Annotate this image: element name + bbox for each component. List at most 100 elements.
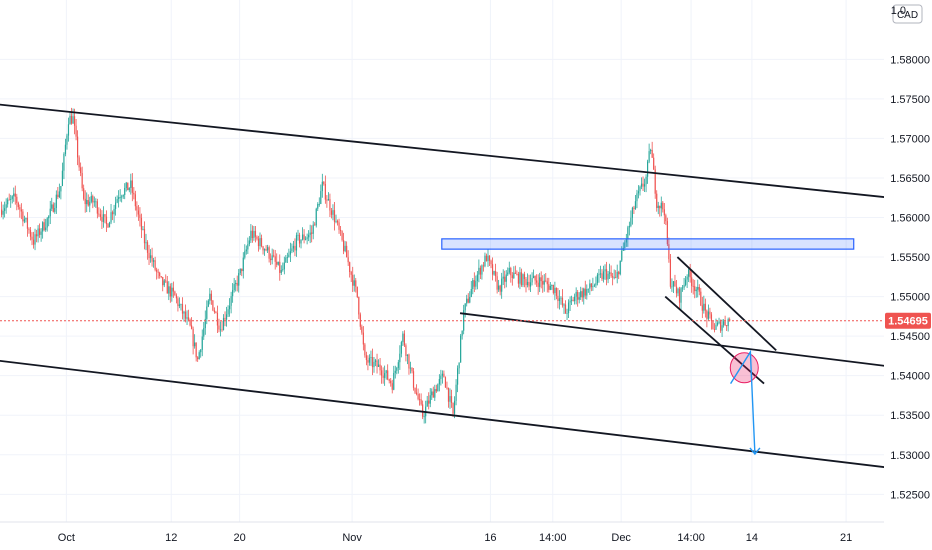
candle-body [48, 216, 50, 219]
candle [558, 290, 561, 310]
candle [648, 143, 650, 164]
candle-body [447, 387, 450, 402]
candle-body [146, 242, 149, 253]
x-tick-label: 20 [234, 532, 246, 544]
candle [519, 267, 521, 290]
candle-body [379, 364, 381, 371]
candle-body [125, 182, 127, 188]
candle [204, 310, 206, 335]
candle-body [121, 196, 123, 198]
candle [192, 326, 194, 355]
candle [721, 319, 723, 337]
candle [127, 182, 129, 191]
candle-body [727, 319, 729, 327]
candle-body [309, 232, 311, 235]
candle [633, 205, 635, 215]
candle [90, 191, 92, 204]
candle-body [277, 261, 279, 265]
candle-body [73, 116, 76, 126]
candle-body [270, 258, 272, 261]
candle [201, 329, 203, 357]
candle-body [136, 206, 138, 211]
candle [479, 265, 481, 279]
candle-body [86, 200, 88, 205]
candle-body [171, 287, 173, 297]
candle-body [204, 318, 206, 329]
candle-body [385, 370, 387, 374]
candle [457, 365, 459, 393]
candle-body [317, 204, 319, 209]
candle [686, 274, 688, 288]
candle-body [191, 325, 193, 329]
candle-body [23, 219, 25, 222]
candle-body [519, 272, 521, 284]
candle-body [621, 250, 623, 261]
candle-body [551, 285, 553, 286]
candle [172, 281, 174, 298]
candle [625, 233, 627, 247]
candle [247, 237, 249, 254]
candle [453, 396, 456, 419]
candle [142, 225, 144, 231]
candle [189, 318, 191, 327]
candle-body [650, 149, 652, 152]
candle-body [536, 280, 538, 283]
time-axis[interactable]: Oct 12 20 Nov 16 14:00 Dec 14:00 14 21 [0, 521, 884, 550]
drawings[interactable] [0, 0, 914, 472]
candle [148, 244, 150, 266]
candle-body [175, 295, 177, 299]
candle-body [4, 208, 6, 211]
candle [271, 248, 273, 265]
candle-body [189, 319, 191, 326]
trendline[interactable] [0, 103, 914, 201]
currency-badge[interactable]: CAD [892, 4, 923, 24]
candle-body [624, 242, 626, 248]
candle-body [22, 211, 24, 222]
candle [461, 330, 463, 340]
candle [270, 253, 272, 266]
candle-body [259, 238, 261, 247]
candle-body [403, 333, 405, 346]
candle [101, 210, 103, 230]
candle [522, 273, 524, 288]
y-tick-label: 1.52500 [890, 489, 930, 501]
candle-body [537, 282, 539, 287]
trendline[interactable] [0, 359, 914, 472]
candle [587, 288, 589, 293]
candle [411, 367, 413, 374]
candle [32, 231, 35, 249]
resistance-zone[interactable] [441, 238, 855, 250]
candle [639, 185, 641, 196]
candle-body [719, 321, 722, 331]
candle-body [587, 288, 589, 290]
candle [409, 361, 412, 374]
candle-body [5, 204, 7, 209]
candle [596, 272, 599, 286]
projection-arrowhead[interactable] [749, 447, 761, 456]
candle-body [83, 188, 85, 199]
candle-body [511, 275, 513, 279]
trendline[interactable] [676, 256, 777, 352]
candle [502, 269, 504, 286]
candle-body [280, 270, 282, 273]
candle [96, 198, 98, 219]
projection-path[interactable] [730, 349, 756, 455]
candle-body [153, 260, 155, 262]
candle-body [335, 220, 337, 222]
candle [197, 356, 199, 362]
candle [51, 197, 53, 212]
trendline[interactable] [664, 295, 765, 385]
candle-body [298, 234, 301, 244]
candle [308, 230, 310, 242]
candle [260, 234, 263, 248]
price-axis[interactable]: 1.52500 1.53000 1.53500 1.54000 1.54500 1.550… [884, 0, 932, 522]
candle-body [145, 242, 147, 244]
candle [57, 187, 59, 200]
candle-body [169, 286, 171, 297]
candle-body [657, 205, 659, 208]
candle-body [564, 304, 567, 314]
candle [277, 261, 279, 266]
trendline[interactable] [459, 312, 914, 371]
candle-body [358, 297, 360, 315]
